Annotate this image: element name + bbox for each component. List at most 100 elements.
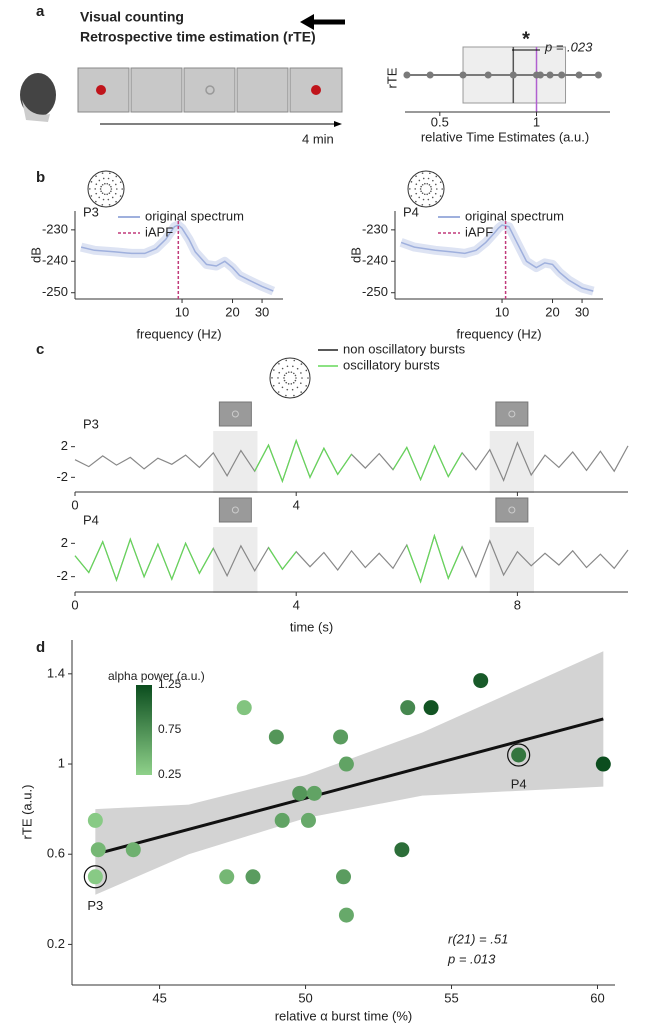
electrode: [419, 188, 422, 190]
electrode: [439, 195, 442, 197]
electrode: [98, 196, 101, 199]
point: [575, 71, 583, 79]
point: [400, 700, 416, 716]
electrode: [300, 372, 302, 374]
y-tick-label: -2: [56, 568, 68, 583]
series-band: [399, 220, 595, 296]
series-line: [400, 224, 594, 292]
electrode: [426, 182, 429, 185]
trace-title: P4: [403, 204, 419, 219]
stimulus-icon: [495, 401, 529, 427]
electrode: [296, 386, 299, 389]
y-tick-label: -250: [42, 284, 68, 299]
series-band: [80, 220, 276, 296]
electrode: [95, 175, 97, 178]
electrode: [121, 188, 123, 190]
electrode: [441, 188, 444, 190]
electrode: [285, 381, 288, 384]
point: [219, 869, 235, 885]
electrode: [436, 188, 438, 190]
electrode: [278, 371, 281, 374]
x-tick-label: 55: [444, 990, 458, 1005]
electrode: [307, 377, 309, 379]
x-tick-label: 60: [590, 990, 604, 1005]
electrode: [95, 200, 97, 203]
electrode: [102, 198, 105, 201]
electrode: [283, 374, 286, 377]
point: [595, 756, 611, 772]
stat-annotation: r(21) = .51: [448, 931, 508, 946]
legend-label: iAPF: [465, 224, 493, 239]
x-tick-label: 50: [298, 990, 312, 1005]
stimulus-dot: [231, 506, 239, 514]
highlight-ring: [83, 865, 107, 889]
panel-label: b: [36, 169, 45, 186]
electrode: [273, 369, 275, 371]
series-line: [74, 533, 463, 584]
electrode: [424, 182, 426, 185]
y-tick-label: -2: [56, 469, 68, 484]
x-tick-label: 1: [533, 114, 540, 129]
electrode: [107, 198, 110, 201]
electrode: [430, 185, 432, 188]
y-axis-label: rTE (a.u.): [19, 785, 34, 840]
y-tick-label: 2: [61, 535, 68, 550]
electrode: [104, 182, 106, 185]
point: [333, 729, 349, 745]
point: [546, 71, 554, 79]
x-axis-label: frequency (Hz): [136, 326, 221, 341]
x-tick-label: 0.5: [431, 114, 449, 129]
x-axis-label: frequency (Hz): [456, 326, 541, 341]
electrode: [99, 188, 102, 190]
y-axis-label: rTE: [384, 67, 399, 88]
colorbar-tick-label: 1.25: [158, 677, 182, 691]
electrode: [292, 381, 295, 384]
electrode: [432, 179, 434, 182]
x-axis-label: relative Time Estimates (a.u.): [421, 129, 589, 144]
electrode: [111, 196, 114, 199]
electrode: [421, 192, 424, 195]
y-tick-label: -230: [362, 221, 388, 236]
electrode: [428, 184, 431, 186]
electrode: [106, 182, 109, 185]
stimulus-icon: [218, 401, 252, 427]
trace-title: P4: [83, 512, 99, 527]
electrode: [422, 177, 425, 180]
series-line: [74, 438, 629, 483]
electrode: [110, 185, 112, 188]
electrode: [415, 183, 418, 186]
electrode: [415, 175, 417, 178]
x-axis-label: time (s): [290, 619, 333, 634]
electrode: [278, 363, 280, 365]
electrode: [106, 193, 108, 196]
electrode: [90, 181, 93, 183]
electrode: [295, 377, 297, 379]
x-tick-label: 0: [71, 597, 78, 612]
electrode: [287, 371, 290, 373]
electrode: [422, 198, 425, 201]
series-line: [74, 533, 629, 584]
electrode: [101, 183, 104, 186]
electrode: [428, 204, 431, 206]
electrode: [418, 179, 421, 182]
electrode: [420, 185, 422, 188]
electrode: [292, 365, 294, 368]
electrode: [294, 374, 297, 377]
electrode: [108, 184, 111, 186]
electrode: [114, 192, 117, 195]
electrode: [287, 383, 290, 385]
stimulus-icon: [218, 497, 252, 523]
panel-label: d: [36, 639, 45, 656]
y-tick-label: 0.2: [47, 936, 65, 951]
point: [426, 71, 434, 79]
series-line: [254, 438, 463, 483]
schematic-title: Visual counting: [80, 9, 184, 25]
stimulus-icon: [495, 497, 529, 523]
x-tick-label: 8: [514, 597, 521, 612]
point: [274, 812, 290, 828]
point: [87, 812, 103, 828]
electrode: [293, 394, 295, 397]
trace-title: P3: [83, 204, 99, 219]
electrode: [431, 196, 434, 199]
point: [90, 842, 106, 858]
